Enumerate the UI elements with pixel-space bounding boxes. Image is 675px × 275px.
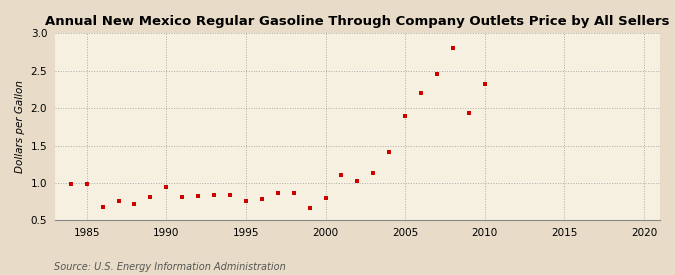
Text: Source: U.S. Energy Information Administration: Source: U.S. Energy Information Administ… — [54, 262, 286, 272]
Title: Annual New Mexico Regular Gasoline Through Company Outlets Price by All Sellers: Annual New Mexico Regular Gasoline Throu… — [45, 15, 670, 28]
Point — [288, 191, 299, 196]
Point — [177, 195, 188, 199]
Point — [161, 185, 171, 190]
Point — [479, 82, 490, 86]
Point — [240, 199, 251, 203]
Point — [320, 196, 331, 200]
Point — [304, 206, 315, 211]
Point — [65, 182, 76, 186]
Point — [464, 111, 475, 116]
Point — [384, 149, 395, 154]
Point — [81, 182, 92, 187]
Point — [145, 195, 156, 199]
Point — [336, 173, 347, 178]
Point — [225, 193, 236, 197]
Point — [209, 193, 219, 197]
Point — [256, 196, 267, 201]
Point — [368, 171, 379, 175]
Point — [129, 202, 140, 206]
Point — [448, 46, 458, 51]
Point — [352, 178, 362, 183]
Y-axis label: Dollars per Gallon: Dollars per Gallon — [15, 80, 25, 173]
Point — [97, 205, 108, 209]
Point — [431, 72, 442, 77]
Point — [416, 91, 427, 95]
Point — [193, 194, 204, 199]
Point — [113, 199, 124, 203]
Point — [273, 191, 284, 196]
Point — [400, 113, 410, 118]
